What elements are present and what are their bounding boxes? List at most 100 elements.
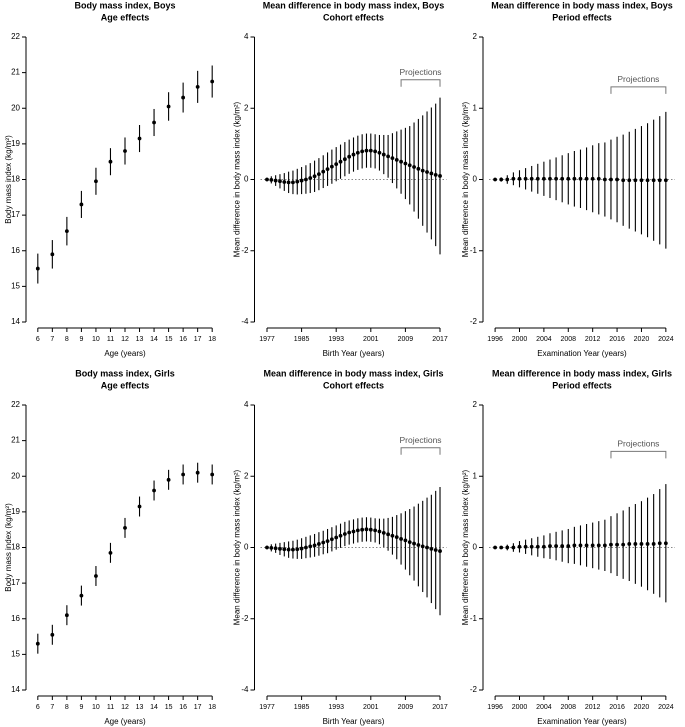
point xyxy=(412,541,416,546)
point xyxy=(79,593,84,598)
y-axis-label: Mean difference in body mass index (kg/m… xyxy=(233,469,242,625)
x-tick-label: 2000 xyxy=(512,704,528,711)
point xyxy=(152,120,156,125)
chart-subtitle: Cohort effects xyxy=(323,12,384,22)
point xyxy=(108,550,113,555)
y-tick-label: 14 xyxy=(11,317,20,326)
point xyxy=(273,178,278,183)
point xyxy=(416,166,421,171)
chart-title: Mean difference in body mass index, Boys xyxy=(491,0,673,10)
point xyxy=(407,163,412,168)
point xyxy=(35,266,40,271)
x-tick-label: 1996 xyxy=(487,336,503,343)
y-tick-label: -2 xyxy=(241,246,249,255)
x-axis-label: Examination Year (years) xyxy=(537,717,627,726)
point xyxy=(308,544,313,549)
point xyxy=(342,532,347,536)
point xyxy=(304,545,308,550)
point xyxy=(633,178,638,183)
point xyxy=(386,532,391,537)
point xyxy=(321,540,326,545)
chart-subtitle: Period effects xyxy=(552,12,612,22)
y-tick-label: 22 xyxy=(11,400,20,409)
y-tick-label: -2 xyxy=(470,317,478,326)
x-tick-label: 2012 xyxy=(585,704,601,711)
point xyxy=(407,540,412,545)
y-axis-label: Mean difference in body mass index (kg/m… xyxy=(461,101,470,257)
point xyxy=(609,177,613,182)
point xyxy=(181,472,186,477)
point xyxy=(94,574,98,578)
y-tick-label: 22 xyxy=(11,32,20,41)
point xyxy=(639,178,644,183)
x-tick-label: 8 xyxy=(65,336,69,343)
y-tick-label: 1 xyxy=(473,103,478,112)
point xyxy=(651,178,656,183)
point xyxy=(523,176,528,181)
point xyxy=(137,136,142,141)
point xyxy=(123,526,127,530)
projection-label: Projections xyxy=(400,435,442,445)
point xyxy=(578,176,583,181)
y-tick-label: 21 xyxy=(11,68,20,77)
point xyxy=(420,544,425,549)
point xyxy=(94,179,98,184)
point xyxy=(269,545,274,550)
point xyxy=(560,544,565,548)
x-tick-label: 18 xyxy=(208,704,216,711)
point xyxy=(316,172,321,177)
point xyxy=(347,530,352,535)
point xyxy=(412,165,416,169)
point xyxy=(360,527,365,532)
x-tick-label: 9 xyxy=(79,704,83,711)
point xyxy=(535,544,540,549)
point xyxy=(433,548,438,552)
y-tick-label: 15 xyxy=(11,281,20,290)
point xyxy=(517,544,522,549)
point xyxy=(548,544,552,548)
point xyxy=(657,541,662,546)
point xyxy=(64,613,69,618)
chart-subtitle: Age effects xyxy=(101,12,150,22)
x-tick-label: 2016 xyxy=(609,704,625,711)
point xyxy=(50,252,55,257)
point xyxy=(438,174,442,178)
x-tick-label: 15 xyxy=(165,704,173,711)
point xyxy=(273,546,278,551)
x-tick-label: 2024 xyxy=(658,704,674,711)
point xyxy=(316,542,321,546)
point xyxy=(394,535,399,540)
point xyxy=(50,632,55,637)
y-tick-label: 2 xyxy=(244,103,249,112)
point xyxy=(572,543,577,548)
point xyxy=(355,528,360,533)
point xyxy=(566,176,571,181)
point xyxy=(338,159,343,164)
y-tick-label: 20 xyxy=(11,103,20,112)
point xyxy=(334,162,339,167)
point xyxy=(499,545,504,550)
point xyxy=(596,176,601,181)
point xyxy=(181,95,186,100)
point xyxy=(425,170,429,174)
point xyxy=(657,178,662,183)
x-tick-label: 2001 xyxy=(363,336,379,343)
point xyxy=(560,176,565,181)
point xyxy=(295,179,300,184)
point xyxy=(368,148,373,153)
x-tick-label: 2017 xyxy=(432,336,448,343)
x-axis-label: Age (years) xyxy=(104,349,146,358)
point xyxy=(596,543,601,548)
y-tick-label: 17 xyxy=(11,210,20,219)
y-axis-label: Body mass index (kg/m²) xyxy=(4,503,13,592)
point xyxy=(347,154,352,159)
x-tick-label: 1985 xyxy=(294,336,310,343)
point xyxy=(291,180,295,185)
x-tick-label: 2009 xyxy=(398,336,414,343)
point xyxy=(505,545,510,550)
x-tick-label: 11 xyxy=(107,704,114,711)
x-tick-label: 2012 xyxy=(585,336,601,343)
point xyxy=(295,547,300,552)
point xyxy=(368,527,373,532)
point xyxy=(639,542,644,546)
